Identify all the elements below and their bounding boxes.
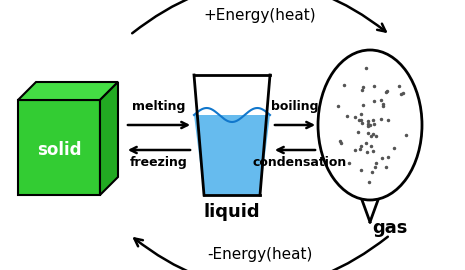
Polygon shape [18,100,100,195]
FancyArrowPatch shape [132,0,385,33]
FancyArrowPatch shape [278,147,315,153]
Text: +Energy(heat): +Energy(heat) [204,8,316,23]
Text: boiling: boiling [271,100,319,113]
Polygon shape [18,82,118,100]
Polygon shape [100,82,118,195]
FancyArrowPatch shape [128,122,187,128]
Polygon shape [194,115,270,195]
Ellipse shape [318,50,422,200]
FancyArrowPatch shape [131,147,190,153]
Text: condensation: condensation [253,156,347,169]
Text: freezing: freezing [130,156,188,169]
Text: solid: solid [37,141,81,159]
Text: -Energy(heat): -Energy(heat) [207,247,312,262]
Text: melting: melting [133,100,186,113]
FancyArrowPatch shape [134,237,388,270]
FancyArrowPatch shape [275,122,312,128]
Text: gas: gas [372,219,408,237]
Text: liquid: liquid [204,203,260,221]
